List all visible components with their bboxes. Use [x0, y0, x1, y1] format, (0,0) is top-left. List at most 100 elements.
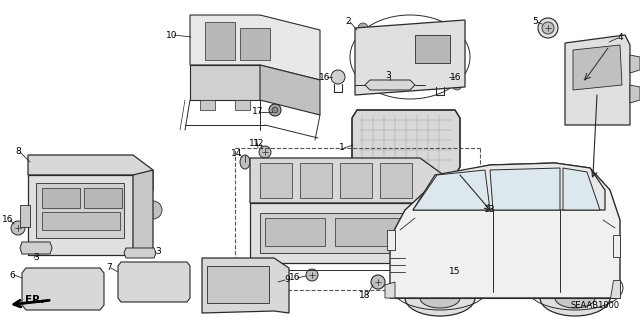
- Ellipse shape: [306, 269, 318, 281]
- Ellipse shape: [11, 221, 25, 235]
- Bar: [613, 235, 620, 257]
- Polygon shape: [205, 22, 235, 60]
- Polygon shape: [250, 203, 420, 263]
- Polygon shape: [420, 176, 445, 263]
- Bar: [42, 212, 120, 230]
- Text: 7: 7: [106, 263, 112, 272]
- Text: 16: 16: [289, 273, 301, 283]
- Bar: [36, 183, 124, 238]
- Polygon shape: [207, 266, 269, 303]
- Text: 9: 9: [284, 276, 290, 285]
- Text: 17: 17: [252, 108, 264, 116]
- Text: 13: 13: [484, 205, 496, 214]
- Polygon shape: [565, 35, 630, 125]
- Polygon shape: [28, 175, 133, 255]
- Polygon shape: [133, 170, 153, 255]
- Bar: [415, 35, 450, 63]
- Text: 14: 14: [231, 150, 243, 159]
- Polygon shape: [380, 163, 412, 198]
- Text: 3: 3: [33, 254, 39, 263]
- Text: 3: 3: [155, 248, 161, 256]
- Ellipse shape: [367, 41, 387, 59]
- Polygon shape: [340, 163, 372, 198]
- Polygon shape: [28, 155, 153, 190]
- Polygon shape: [413, 170, 490, 210]
- Ellipse shape: [240, 155, 250, 169]
- Ellipse shape: [205, 261, 215, 271]
- Text: 16: 16: [451, 72, 461, 81]
- Ellipse shape: [116, 178, 126, 188]
- Ellipse shape: [331, 70, 345, 84]
- Ellipse shape: [542, 22, 554, 34]
- Polygon shape: [563, 168, 600, 210]
- Ellipse shape: [581, 55, 605, 85]
- Ellipse shape: [259, 146, 271, 158]
- Ellipse shape: [555, 288, 595, 308]
- Ellipse shape: [269, 104, 281, 116]
- Ellipse shape: [371, 275, 385, 289]
- Ellipse shape: [540, 280, 610, 316]
- Bar: [42, 188, 80, 208]
- Polygon shape: [300, 163, 332, 198]
- Polygon shape: [190, 65, 260, 100]
- Text: 8: 8: [15, 147, 21, 157]
- Ellipse shape: [420, 288, 460, 308]
- Polygon shape: [385, 282, 395, 298]
- Polygon shape: [420, 191, 445, 233]
- Ellipse shape: [35, 178, 45, 188]
- Polygon shape: [22, 268, 104, 310]
- Polygon shape: [20, 242, 52, 254]
- Ellipse shape: [538, 18, 558, 38]
- Ellipse shape: [390, 36, 410, 54]
- Bar: [335, 218, 400, 246]
- Polygon shape: [630, 85, 640, 103]
- Text: 5: 5: [532, 18, 538, 26]
- Text: 4: 4: [617, 33, 623, 42]
- Polygon shape: [365, 80, 415, 90]
- Text: 2: 2: [345, 18, 351, 26]
- Polygon shape: [413, 163, 605, 210]
- Text: 3: 3: [385, 70, 391, 79]
- Bar: [265, 218, 325, 246]
- Text: 15: 15: [449, 268, 461, 277]
- Ellipse shape: [128, 267, 180, 297]
- Bar: [387, 230, 395, 250]
- Polygon shape: [124, 248, 156, 258]
- Text: 12: 12: [253, 139, 265, 149]
- Polygon shape: [118, 262, 190, 302]
- Polygon shape: [610, 280, 620, 298]
- Ellipse shape: [452, 80, 462, 90]
- Ellipse shape: [358, 80, 368, 90]
- Text: SEAAB1000: SEAAB1000: [571, 301, 620, 310]
- Ellipse shape: [261, 261, 271, 271]
- Bar: [84, 188, 122, 208]
- Polygon shape: [260, 163, 292, 198]
- Text: 10: 10: [166, 31, 178, 40]
- Text: 16: 16: [319, 72, 331, 81]
- Ellipse shape: [287, 43, 303, 57]
- Polygon shape: [200, 100, 215, 110]
- Polygon shape: [190, 15, 320, 80]
- Text: 1: 1: [339, 144, 345, 152]
- Ellipse shape: [433, 73, 447, 87]
- Ellipse shape: [358, 23, 368, 33]
- Polygon shape: [260, 65, 320, 115]
- Polygon shape: [573, 45, 622, 90]
- Polygon shape: [390, 163, 620, 298]
- Ellipse shape: [144, 201, 162, 219]
- Ellipse shape: [469, 232, 485, 248]
- Polygon shape: [490, 168, 560, 210]
- Text: 11: 11: [249, 138, 260, 147]
- Polygon shape: [630, 55, 640, 73]
- Bar: [260, 213, 410, 253]
- Polygon shape: [250, 158, 445, 218]
- Text: 18: 18: [359, 291, 371, 300]
- Ellipse shape: [452, 23, 462, 33]
- Ellipse shape: [463, 258, 477, 272]
- Text: 6: 6: [9, 271, 15, 279]
- Ellipse shape: [272, 107, 278, 113]
- Ellipse shape: [405, 280, 475, 316]
- Bar: [20, 205, 30, 227]
- Polygon shape: [352, 110, 460, 175]
- Polygon shape: [235, 100, 250, 110]
